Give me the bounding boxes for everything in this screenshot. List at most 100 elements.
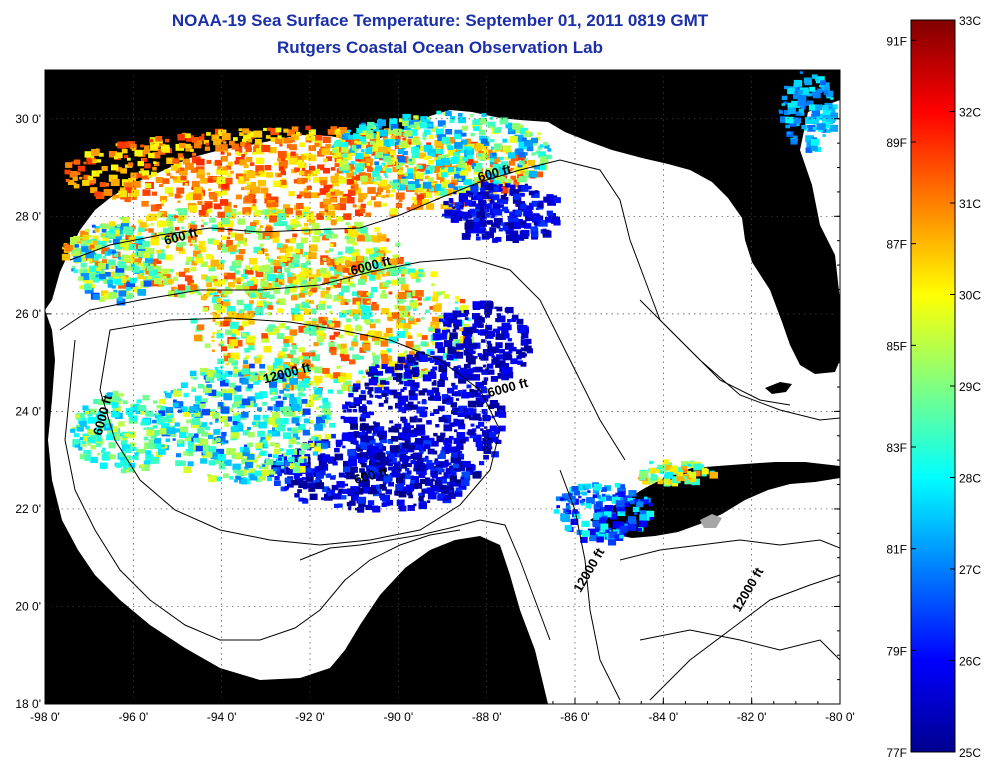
sst-pixel (341, 256, 346, 260)
sst-pixel (311, 287, 318, 292)
sst-pixel (133, 252, 140, 258)
sst-pixel (417, 418, 423, 423)
sst-pixel (418, 502, 427, 510)
sst-pixel (479, 300, 487, 307)
sst-pixel (344, 474, 349, 478)
sst-pixel (474, 226, 483, 233)
sst-pixel (416, 333, 422, 338)
sst-pixel (368, 473, 374, 478)
sst-pixel (215, 420, 219, 424)
sst-pixel (89, 431, 93, 435)
sst-pixel (336, 365, 341, 369)
sst-pixel (194, 246, 199, 250)
sst-pixel (460, 146, 469, 153)
sst-pixel (524, 345, 532, 352)
sst-pixel (521, 341, 526, 345)
sst-pixel (262, 291, 270, 298)
sst-pixel (240, 479, 248, 485)
sst-pixel (377, 234, 387, 242)
sst-pixel (409, 318, 413, 321)
sst-pixel (534, 164, 540, 170)
sst-pixel (384, 355, 393, 362)
sst-pixel (241, 187, 245, 190)
sst-pixel (407, 184, 416, 191)
sst-pixel (470, 185, 479, 193)
sst-pixel (152, 430, 160, 436)
sst-pixel (206, 450, 211, 454)
sst-pixel (469, 432, 477, 439)
sst-pixel (526, 145, 534, 152)
sst-pixel (377, 471, 386, 478)
sst-pixel (134, 452, 139, 456)
sst-pixel (89, 178, 97, 184)
sst-pixel (95, 431, 102, 437)
sst-pixel (458, 195, 468, 203)
sst-pixel (113, 238, 120, 244)
sst-pixel (439, 189, 448, 197)
sst-pixel (100, 410, 106, 415)
sst-pixel (482, 305, 487, 309)
sst-pixel (425, 296, 431, 301)
sst-pixel (341, 434, 351, 442)
sst-pixel (473, 191, 479, 196)
sst-pixel (476, 225, 480, 229)
sst-pixel (207, 208, 213, 213)
sst-pixel (361, 312, 370, 320)
sst-pixel (174, 226, 180, 231)
sst-pixel (283, 339, 289, 344)
sst-pixel (396, 499, 405, 506)
sst-pixel (197, 428, 205, 434)
sst-pixel (497, 315, 506, 323)
sst-pixel (316, 213, 323, 219)
sst-pixel (477, 192, 483, 196)
sst-pixel (323, 198, 331, 205)
sst-pixel (279, 323, 286, 329)
sst-pixel (426, 420, 432, 425)
sst-pixel (224, 292, 229, 296)
sst-pixel (272, 259, 280, 265)
sst-pixel (414, 452, 423, 459)
sst-pixel (401, 273, 405, 277)
sst-pixel (330, 191, 336, 196)
sst-pixel (215, 448, 225, 456)
sst-pixel (518, 141, 528, 149)
sst-pixel (388, 427, 395, 433)
sst-pixel (319, 463, 326, 469)
sst-pixel (236, 277, 241, 282)
sst-pixel (385, 189, 391, 194)
sst-pixel (273, 219, 282, 227)
sst-pixel (485, 394, 491, 399)
sst-pixel (226, 240, 233, 246)
sst-pixel (185, 261, 190, 265)
sst-pixel (194, 395, 202, 402)
sst-pixel (140, 448, 146, 454)
sst-pixel (378, 430, 387, 438)
sst-pixel (162, 146, 170, 153)
sst-pixel (108, 240, 112, 243)
sst-pixel (418, 165, 423, 169)
sst-pixel (164, 235, 170, 240)
sst-pixel (383, 173, 387, 176)
sst-pixel (494, 411, 502, 417)
sst-pixel (285, 252, 291, 257)
sst-pixel (109, 229, 115, 234)
sst-pixel (447, 347, 457, 355)
sst-pixel (398, 505, 403, 509)
sst-pixel (475, 184, 479, 187)
sst-pixel (168, 226, 174, 231)
sst-pixel (392, 166, 400, 173)
sst-pixel (371, 335, 380, 342)
sst-pixel (297, 223, 301, 227)
sst-pixel (144, 183, 152, 189)
sst-pixel (268, 378, 275, 384)
sst-pixel (404, 130, 413, 137)
sst-pixel (233, 401, 240, 407)
sst-pixel (276, 333, 285, 339)
sst-pixel (168, 279, 174, 284)
sst-pixel (307, 380, 313, 386)
sst-pixel (386, 348, 392, 353)
sst-pixel (398, 199, 403, 203)
sst-pixel (485, 302, 494, 310)
sst-pixel (143, 436, 149, 441)
sst-pixel (156, 249, 161, 254)
